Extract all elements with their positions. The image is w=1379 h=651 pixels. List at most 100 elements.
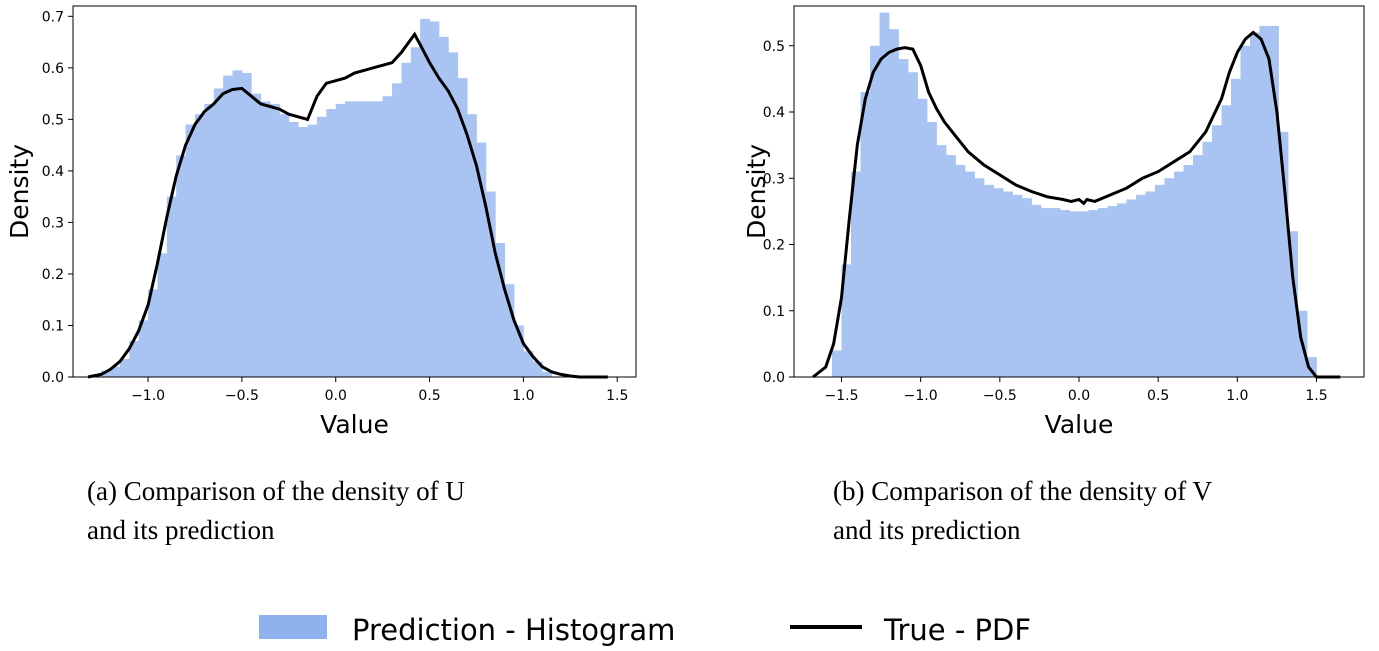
caption-line-2: and its prediction xyxy=(833,515,1021,545)
histogram-bar xyxy=(420,18,430,377)
histogram-bar xyxy=(1098,208,1108,377)
histogram-bar xyxy=(467,114,477,377)
histogram-bar xyxy=(176,155,186,377)
legend: Prediction - Histogram True - PDF xyxy=(259,613,1031,647)
histogram-bar xyxy=(927,121,937,377)
chart-v-density: −1.5 −1.0 −0.5 0.0 0.5 1.0 1.5 0.0 0.1 0.2 0.3 0.4… xyxy=(742,5,1365,545)
y-tick-label: 0.7 xyxy=(42,9,64,25)
y-tick-label: 0.1 xyxy=(763,304,785,320)
x-tick-label: 1.5 xyxy=(1305,388,1327,404)
histogram-bar xyxy=(1193,155,1203,377)
histogram-bar xyxy=(495,243,506,377)
histogram-bar xyxy=(851,171,861,377)
histogram-bar xyxy=(1259,25,1270,377)
histogram-bar xyxy=(232,70,243,377)
histogram-bar xyxy=(1041,208,1051,377)
histogram-bar xyxy=(1164,178,1175,377)
histogram-bar xyxy=(1250,32,1260,377)
y-tick-label: 0.5 xyxy=(763,39,785,55)
histogram-bar xyxy=(1212,125,1222,377)
histogram-bar xyxy=(148,289,158,377)
histogram-bar xyxy=(363,101,374,377)
x-axis-label: Value xyxy=(1045,410,1114,439)
histogram-bar xyxy=(1012,194,1023,377)
histogram-bar xyxy=(1240,45,1251,377)
x-tick-label: −0.5 xyxy=(225,388,259,404)
histogram-bar xyxy=(1278,131,1289,377)
histogram-bar xyxy=(448,52,459,377)
caption-line-1: (a) Comparison of the density of U xyxy=(87,476,465,506)
histogram-bar xyxy=(523,351,534,377)
histogram-bar xyxy=(936,145,947,377)
histogram-bar xyxy=(1003,191,1013,377)
histogram-bar xyxy=(157,253,168,377)
y-tick-label: 0.2 xyxy=(763,238,785,254)
histogram-bar xyxy=(129,340,140,377)
histogram-bar xyxy=(946,155,956,377)
histogram-bar xyxy=(429,21,440,377)
histogram-bar xyxy=(1117,203,1127,377)
histogram-bar xyxy=(542,371,552,377)
histogram-bar xyxy=(335,103,346,378)
histogram-bar xyxy=(955,165,966,377)
histogram-bar xyxy=(898,59,909,377)
histogram-bar xyxy=(166,196,177,377)
histogram-bar xyxy=(194,114,205,377)
histogram-bar xyxy=(373,101,384,377)
histogram-bar xyxy=(476,142,487,377)
x-tick-label: −0.5 xyxy=(983,388,1017,404)
histogram-bar xyxy=(917,98,928,377)
histogram-bar xyxy=(1079,211,1089,377)
histogram-bar xyxy=(993,188,1004,377)
histogram-bar xyxy=(1126,199,1137,377)
x-tick-label: 0.0 xyxy=(325,388,347,404)
histogram-bar xyxy=(514,325,524,377)
histogram-bar xyxy=(326,109,337,378)
histogram-bar xyxy=(889,29,899,377)
histogram-bar xyxy=(1183,165,1194,377)
legend-histogram-swatch xyxy=(259,615,327,639)
y-axis-label: Density xyxy=(5,144,34,239)
pdf-line xyxy=(87,31,608,379)
histogram-bar xyxy=(204,103,215,378)
y-tick-label: 0.0 xyxy=(763,370,785,386)
histogram-bar xyxy=(879,12,890,377)
histogram-bar xyxy=(270,103,280,378)
y-tick-label: 0.1 xyxy=(42,318,64,334)
histogram-bar xyxy=(307,124,318,377)
plot-frame xyxy=(72,5,637,378)
x-tick-label: 0.0 xyxy=(1068,388,1090,404)
histogram-bar xyxy=(841,264,852,377)
histogram-bar xyxy=(1288,231,1298,377)
histogram-bar xyxy=(241,72,252,377)
y-axis-label: Density xyxy=(742,144,771,239)
histogram-bar xyxy=(1088,210,1099,377)
y-tick-label: 0.2 xyxy=(42,267,64,283)
histogram-bar xyxy=(279,114,290,377)
histogram-bar xyxy=(457,78,468,377)
histogram-bar xyxy=(1107,206,1118,377)
histogram-bar xyxy=(223,75,233,377)
histogram-bar xyxy=(110,366,121,377)
histogram-bar xyxy=(1136,194,1146,377)
histogram-bars xyxy=(101,18,552,378)
histogram-bar xyxy=(119,358,130,377)
histogram-bar xyxy=(260,101,271,377)
histogram-bar xyxy=(1060,210,1070,377)
histogram-bars xyxy=(832,12,1317,377)
y-tick-label: 0.6 xyxy=(42,61,64,77)
histogram-bar xyxy=(382,96,393,377)
x-axis-label: Value xyxy=(320,410,389,439)
caption-line-2: and its prediction xyxy=(87,515,275,545)
histogram-bar xyxy=(1307,357,1317,377)
histogram-bar xyxy=(392,83,402,378)
y-tick-label: 0.4 xyxy=(763,105,785,121)
histogram-bar xyxy=(288,121,299,377)
caption-line-1: (b) Comparison of the density of V xyxy=(833,476,1212,506)
x-tick-label: 1.0 xyxy=(1226,388,1248,404)
histogram-bar xyxy=(410,47,421,377)
histogram-bar xyxy=(401,62,412,378)
x-ticks: −1.5 −1.0 −0.5 0.0 0.5 1.0 1.5 xyxy=(825,377,1328,404)
histogram-bar xyxy=(298,127,308,378)
